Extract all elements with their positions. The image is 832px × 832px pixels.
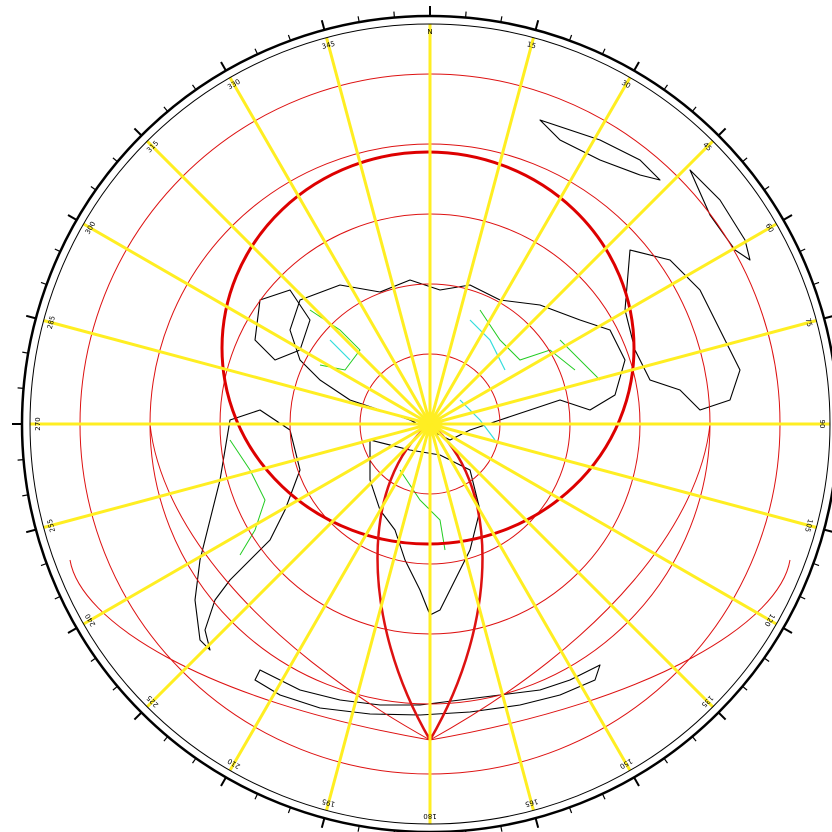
frame-tick-225 xyxy=(134,713,141,720)
frame-tick-305 xyxy=(91,187,96,191)
frame-tick-275 xyxy=(18,388,24,389)
frame-tick-245 xyxy=(55,596,60,599)
frame-tick-255 xyxy=(26,530,36,533)
frame-tick-65 xyxy=(800,249,805,252)
frame-tick-210 xyxy=(221,777,226,786)
frame-tick-300 xyxy=(68,215,77,220)
bearing-label-0: N xyxy=(427,28,432,36)
frame-tick-295 xyxy=(55,249,60,252)
bearing-label-270: 270 xyxy=(34,417,42,430)
frame-tick-75 xyxy=(824,316,832,319)
frame-tick-115 xyxy=(800,596,805,599)
frame-tick-220 xyxy=(164,737,168,742)
frame-tick-355 xyxy=(394,12,395,18)
frame-tick-105 xyxy=(824,530,832,533)
frame-tick-140 xyxy=(692,737,696,742)
frame-tick-195 xyxy=(322,818,325,828)
frame-tick-315 xyxy=(134,128,141,135)
frame-tick-235 xyxy=(91,658,96,662)
frame-tick-285 xyxy=(26,316,36,319)
frame-tick-265 xyxy=(18,460,24,461)
bearing-label-90: 90 xyxy=(818,420,826,429)
frame-tick-5 xyxy=(466,12,467,18)
frame-tick-230 xyxy=(113,686,118,690)
frame-tick-155 xyxy=(602,794,605,799)
frame-tick-345 xyxy=(322,20,325,30)
frame-tick-15 xyxy=(536,20,539,30)
frame-tick-150 xyxy=(634,777,639,786)
frame-tick-120 xyxy=(783,628,792,633)
bearing-label-180: 180 xyxy=(423,812,436,820)
frame-tick-310 xyxy=(113,158,118,162)
frame-tick-50 xyxy=(743,158,748,162)
frame-tick-130 xyxy=(743,686,748,690)
frame-tick-165 xyxy=(536,818,539,828)
frame-tick-330 xyxy=(221,62,226,71)
frame-tick-335 xyxy=(255,49,258,54)
frame-tick-215 xyxy=(193,758,197,763)
frame-tick-45 xyxy=(719,128,726,135)
frame-tick-40 xyxy=(692,107,696,112)
frame-tick-320 xyxy=(164,107,168,112)
frame-tick-60 xyxy=(783,215,792,220)
frame-tick-240 xyxy=(68,628,77,633)
frame-tick-55 xyxy=(764,187,769,191)
frame-tick-205 xyxy=(255,794,258,799)
frame-tick-125 xyxy=(764,658,769,662)
frame-tick-30 xyxy=(634,62,639,71)
frame-tick-135 xyxy=(719,713,726,720)
frame-tick-25 xyxy=(602,49,605,54)
frame-tick-35 xyxy=(664,85,668,90)
frame-tick-325 xyxy=(193,85,197,90)
frame-tick-145 xyxy=(664,758,668,763)
